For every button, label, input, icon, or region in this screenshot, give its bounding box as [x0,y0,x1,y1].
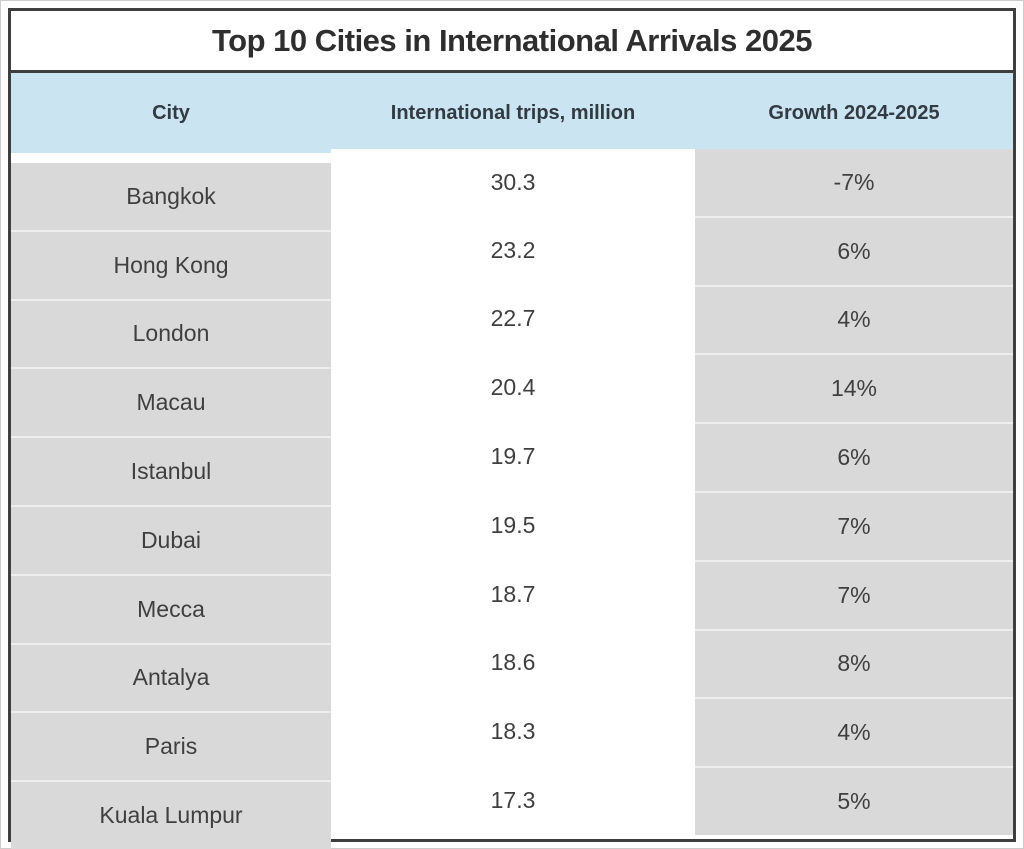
city-cell: Bangkok [11,163,331,230]
growth-cell: 6% [695,215,1013,285]
city-cell: Istanbul [11,436,331,505]
growth-cell: 8% [695,628,1013,698]
growth-cell: 14% [695,353,1013,423]
table-row-mecca: Mecca 18.7 7% [11,559,1013,643]
growth-cell: 4% [695,284,1013,354]
trips-cell: 18.6 [331,628,695,698]
city-cell: London [11,298,331,368]
page-title: Top 10 Cities in International Arrivals … [212,22,812,58]
title-bar: Top 10 Cities in International Arrivals … [11,11,1013,73]
trips-cell: 19.5 [331,490,695,560]
trips-cell: 18.7 [331,559,695,629]
city-cell: Mecca [11,573,331,643]
column-header-growth: Growth 2024-2025 [768,101,940,124]
table-row-bangkok: Bangkok 30.3 -7% [11,149,1013,230]
trips-cell: 20.4 [331,353,695,423]
growth-cell: 5% [695,766,1013,835]
growth-cell: 7% [695,490,1013,560]
growth-cell: 7% [695,559,1013,629]
growth-cell: -7% [695,149,1013,216]
trips-cell: 19.7 [331,422,695,491]
trips-cell: 23.2 [331,215,695,285]
city-cell: Antalya [11,642,331,712]
trips-cell: 22.7 [331,284,695,354]
city-cell: Dubai [11,504,331,574]
trips-cell: 30.3 [331,149,695,216]
table-row-hong-kong: Hong Kong 23.2 6% [11,215,1013,299]
table-frame: Top 10 Cities in International Arrivals … [8,8,1016,849]
growth-cell: 6% [695,422,1013,491]
table-row-macau: Macau 20.4 14% [11,353,1013,437]
city-cell: Kuala Lumpur [11,780,331,849]
city-cell: Paris [11,711,331,781]
table-row-istanbul: Istanbul 19.7 6% [11,422,1013,505]
trips-cell: 18.3 [331,697,695,767]
city-cell: Macau [11,367,331,437]
column-header-trips: International trips, million [390,101,636,124]
table-row-paris: Paris 18.3 4% [11,697,1013,781]
table-header-row: City International trips, million Growth… [11,73,1013,153]
column-header-city: City [152,101,190,124]
table-row-dubai: Dubai 19.5 7% [11,490,1013,574]
city-cell: Hong Kong [11,229,331,299]
table-row-antalya: Antalya 18.6 8% [11,628,1013,712]
table-body: Bangkok 30.3 -7% Hong Kong 23.2 6% Londo… [11,149,1013,849]
table-row-kuala-lumpur: Kuala Lumpur 17.3 5% [11,766,1013,849]
trips-cell: 17.3 [331,766,695,835]
table-row-london: London 22.7 4% [11,284,1013,368]
growth-cell: 4% [695,697,1013,767]
